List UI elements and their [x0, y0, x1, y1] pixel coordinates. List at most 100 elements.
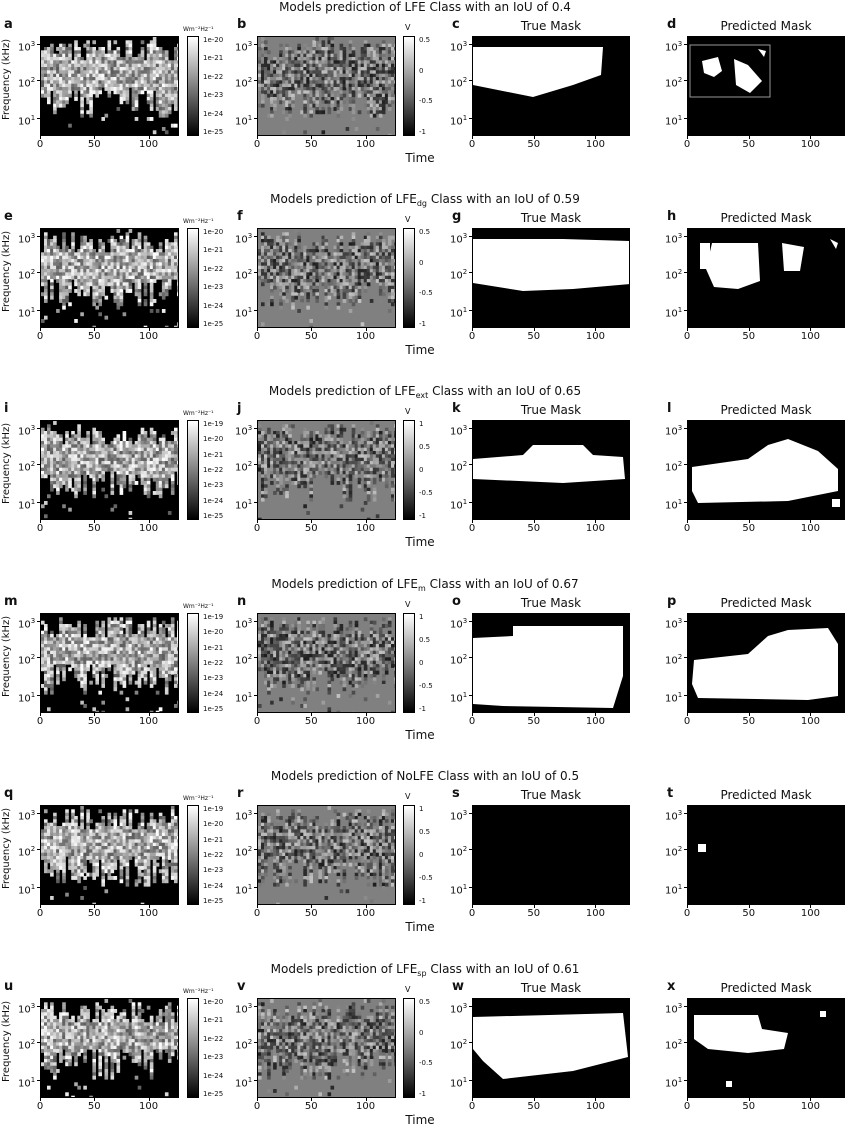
spectrogram-pixel: [388, 282, 392, 286]
spectrogram-pixel: [159, 474, 163, 478]
spectrogram-pixel: [117, 242, 121, 246]
mask-image: [473, 421, 630, 520]
y-tick-label: 102: [665, 75, 682, 89]
spectrogram-pixel: [138, 242, 142, 246]
spectrogram-pixel: [291, 474, 295, 478]
spectrogram-pixel: [291, 292, 295, 296]
spectrogram-pixel: [352, 110, 356, 114]
y-tick-mark: [684, 80, 687, 81]
spectrogram-pixel: [144, 302, 148, 306]
spectrogram-pixel: [276, 488, 280, 492]
y-tick-label: 101: [18, 497, 35, 511]
spectrogram-pixel: [388, 40, 392, 44]
spectrogram-pixel: [59, 464, 63, 468]
spectrogram-pixel: [68, 289, 72, 293]
spectrogram-pixel: [50, 677, 54, 681]
y-tick-label: 103: [665, 39, 682, 53]
flux-colorbar: [187, 36, 199, 136]
y-tick-mark: [684, 236, 687, 237]
spectrogram-pixel: [394, 444, 396, 448]
y-tick-mark: [37, 118, 40, 119]
x-tick-label: 0: [37, 524, 43, 534]
spectrogram-pixel: [309, 114, 313, 118]
x-tick-mark: [534, 136, 535, 139]
spectrogram-pixel: [358, 94, 362, 98]
spectrogram-pixel: [86, 292, 90, 296]
spectrogram-pixel: [47, 100, 51, 104]
spectrogram-pixel: [352, 424, 356, 428]
spectrogram-pixel: [68, 94, 72, 98]
spectrogram-pixel: [50, 667, 54, 671]
spectrogram-pixel: [318, 60, 322, 64]
spectrogram-pixel: [50, 488, 54, 492]
spectrogram-pixel: [394, 60, 396, 64]
spectrogram-pixel: [291, 306, 295, 310]
spectrogram-pixel: [159, 484, 163, 488]
spectrogram-pixel: [126, 100, 130, 104]
spectrogram-pixel: [47, 444, 51, 448]
spectrogram-pixel: [282, 130, 286, 134]
spectrogram-pixel: [159, 454, 163, 458]
spectrogram-pixel: [349, 498, 353, 502]
spectrogram-pixel: [50, 296, 54, 300]
spectrogram-pixel: [74, 272, 78, 276]
spectrogram-pixel: [153, 130, 157, 134]
spectrogram-pixel: [388, 107, 392, 111]
mask-image: [688, 229, 845, 328]
spectrogram-pixel: [101, 444, 105, 448]
spectrogram-pixel: [83, 491, 87, 495]
y-tick-mark: [254, 272, 257, 273]
spectrogram-pixel: [388, 272, 392, 276]
spectrogram-pixel: [388, 434, 392, 438]
spectrogram-pixel: [346, 474, 350, 478]
spectrogram-pixel: [74, 667, 78, 671]
x-tick-label: 50: [527, 140, 540, 150]
spectrogram-pixel: [343, 494, 347, 498]
spectrogram-pixel: [95, 478, 99, 482]
panel-label: e: [4, 210, 13, 223]
spectrogram-pixel: [108, 40, 112, 44]
y-tick-mark: [37, 236, 40, 237]
colorbar-tick-label: -0.5: [419, 489, 433, 497]
spectrogram-pixel: [394, 292, 396, 296]
spectrogram-pixel: [279, 50, 283, 54]
figure-row: Models prediction of LFEdg Class with an…: [0, 192, 850, 372]
spectrogram-pixel: [80, 110, 84, 114]
spectrogram-pixel: [352, 232, 356, 236]
spectrogram-pixel: [59, 627, 63, 631]
colorbar-tick-label: 0: [419, 466, 423, 474]
x-tick-mark: [311, 136, 312, 139]
spectrogram-pixel: [101, 80, 105, 84]
spectrogram-pixel: [74, 97, 78, 101]
spectrogram-pixel: [117, 90, 121, 94]
spectrogram-pixel: [376, 80, 380, 84]
spectrogram-pixel: [261, 232, 265, 236]
spectrogram-pixel: [264, 242, 268, 246]
y-tick-label: 102: [665, 459, 682, 473]
x-tick-mark: [311, 328, 312, 331]
spectrogram-pixel: [59, 647, 63, 651]
spectrogram-pixel: [373, 494, 377, 498]
spectrogram-pixel: [306, 50, 310, 54]
spectrogram-pixel: [144, 292, 148, 296]
spectrogram-pixel: [47, 684, 51, 688]
spectrogram-pixel: [50, 292, 54, 296]
spectrogram-pixel: [394, 272, 396, 276]
spectrogram-pixel: [285, 232, 289, 236]
spectrogram-pixel: [74, 674, 78, 678]
spectrogram-pixel: [111, 484, 115, 488]
spectrogram-pixel: [331, 100, 335, 104]
spectrogram-pixel: [101, 292, 105, 296]
spectrogram-pixel: [288, 110, 292, 114]
spectrogram-pixel: [135, 481, 139, 485]
panel-label: g: [452, 210, 461, 223]
panel-label: f: [237, 210, 243, 223]
flux-spectrogram: [40, 420, 179, 520]
spectrogram-pixel: [279, 474, 283, 478]
spectrogram-pixel: [89, 80, 93, 84]
spectrogram-pixel: [315, 299, 319, 303]
colorbar-tick-label: 1e-22: [203, 73, 223, 81]
panel-title: Predicted Mask: [687, 212, 845, 224]
spectrogram-pixel: [318, 464, 322, 468]
spectrogram-pixel: [44, 316, 48, 320]
